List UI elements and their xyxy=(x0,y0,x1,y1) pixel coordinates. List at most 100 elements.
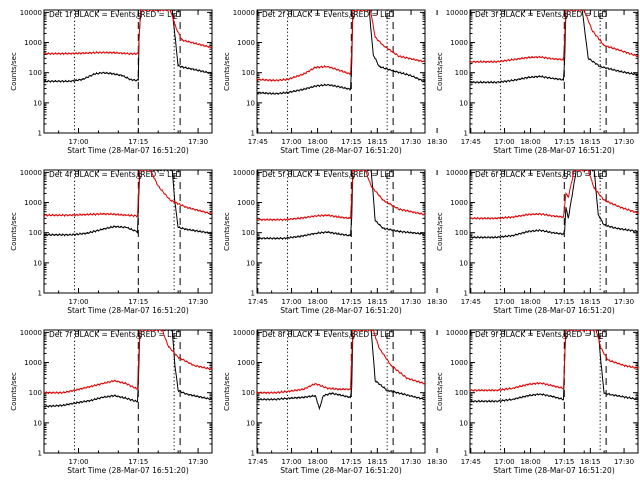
data-layer xyxy=(470,9,638,133)
end-marker-label: E xyxy=(173,332,178,341)
y-tick-label: 10 xyxy=(246,259,255,267)
plot-frame xyxy=(470,330,638,453)
x-tick-label: 17:30 xyxy=(188,298,208,306)
events-series-line xyxy=(44,9,212,82)
events-series-line xyxy=(44,329,212,407)
x-axis-label: Start Time (28-Mar-07 16:51:20) xyxy=(493,466,615,475)
data-layer xyxy=(44,9,212,133)
y-tick-label: 10000 xyxy=(233,9,255,17)
y-tick-label: 1 xyxy=(38,450,42,458)
x-tick-label: 18:15 xyxy=(367,138,387,146)
panel-title: Det 2f BLACK = Events, RED = LLD xyxy=(262,10,395,19)
panel-title: Det 9f BLACK = Events, RED = LLD xyxy=(475,330,608,339)
x-tick-label: 17:00 xyxy=(68,138,88,146)
x-tick-label: 18:30 xyxy=(427,458,447,466)
x-tick-label: 18:15 xyxy=(580,458,600,466)
x-tick-label: 17:30 xyxy=(614,298,634,306)
end-marker-label: E xyxy=(173,12,178,21)
y-tick-label: 1 xyxy=(38,130,42,138)
x-tick-label: 18:15 xyxy=(367,298,387,306)
data-layer xyxy=(257,329,425,453)
panel-title: Det 7f BLACK = Events, RED = LLD xyxy=(49,330,182,339)
y-tick-label: 1 xyxy=(251,450,255,458)
y-tick-label: 1 xyxy=(464,290,468,298)
x-tick-label: 17:30 xyxy=(614,138,634,146)
y-tick-label: 1000 xyxy=(237,39,255,47)
y-axis-label: Counts/sec xyxy=(10,52,18,91)
x-axis-label: Start Time (28-Mar-07 16:51:20) xyxy=(280,306,402,315)
y-tick-label: 10000 xyxy=(446,329,468,337)
data-layer xyxy=(257,9,425,133)
x-tick-label: 17:45 xyxy=(461,138,481,146)
y-tick-label: 1000 xyxy=(24,359,42,367)
x-axis-label: Start Time (28-Mar-07 16:51:20) xyxy=(67,146,189,155)
start-marker-label: S xyxy=(350,332,355,341)
y-tick-label: 1000 xyxy=(24,199,42,207)
detector-panel: Det 9f BLACK = Events, RED = LLD11010010… xyxy=(436,329,640,475)
events-series-line xyxy=(470,9,638,83)
x-tick-label: 17:45 xyxy=(461,298,481,306)
x-tick-label: 17:00 xyxy=(281,138,301,146)
end-marker-label: E xyxy=(173,172,178,181)
x-tick-label: 17:15 xyxy=(554,298,574,306)
y-tick-label: 1000 xyxy=(450,359,468,367)
panel-title: Det 4f BLACK = Events, RED = LLD xyxy=(49,170,182,179)
y-tick-label: 10 xyxy=(246,419,255,427)
y-tick-label: 100 xyxy=(455,69,468,77)
events-series-line xyxy=(470,329,638,402)
x-axis-label: Start Time (28-Mar-07 16:51:20) xyxy=(280,466,402,475)
y-tick-label: 10000 xyxy=(233,329,255,337)
plot-frame xyxy=(470,10,638,133)
x-tick-label: 17:45 xyxy=(461,458,481,466)
x-tick-label: 17:15 xyxy=(554,138,574,146)
end-marker-label: E xyxy=(386,12,391,21)
x-axis-label: Start Time (28-Mar-07 16:51:20) xyxy=(67,306,189,315)
start-marker-label: S xyxy=(137,332,142,341)
x-tick-label: 17:45 xyxy=(248,138,268,146)
x-tick-label: 17:00 xyxy=(281,458,301,466)
data-layer xyxy=(470,169,638,293)
x-tick-label: 17:30 xyxy=(614,458,634,466)
data-layer xyxy=(44,169,212,293)
end-marker-label: E xyxy=(386,172,391,181)
panel-title: Det 6f BLACK = Events, RED = LLD xyxy=(475,170,608,179)
x-axis-label: Start Time (28-Mar-07 16:51:20) xyxy=(280,146,402,155)
start-marker-label: S xyxy=(563,12,568,21)
x-tick-label: 17:00 xyxy=(68,298,88,306)
y-tick-label: 1000 xyxy=(237,199,255,207)
y-tick-label: 10000 xyxy=(233,169,255,177)
start-marker-label: S xyxy=(563,172,568,181)
x-tick-label: 17:15 xyxy=(128,138,148,146)
x-tick-label: 17:00 xyxy=(281,298,301,306)
y-axis-label: Counts/sec xyxy=(436,372,444,411)
detector-panel: Det 6f BLACK = Events, RED = LLD11010010… xyxy=(436,169,640,315)
start-marker-label: S xyxy=(137,172,142,181)
y-tick-label: 1000 xyxy=(450,39,468,47)
lld-series-line xyxy=(257,9,425,81)
x-tick-label: 17:15 xyxy=(341,458,361,466)
y-axis-label: Counts/sec xyxy=(223,52,231,91)
x-tick-label: 17:00 xyxy=(494,138,514,146)
x-tick-label: 18:00 xyxy=(520,458,540,466)
events-series-line xyxy=(257,329,425,408)
y-tick-label: 100 xyxy=(29,389,42,397)
y-tick-label: 10 xyxy=(246,99,255,107)
y-tick-label: 100 xyxy=(242,389,255,397)
y-tick-label: 1000 xyxy=(237,359,255,367)
end-marker-label: E xyxy=(386,332,391,341)
x-tick-label: 17:00 xyxy=(494,458,514,466)
x-tick-label: 17:45 xyxy=(248,298,268,306)
y-axis-label: Counts/sec xyxy=(10,212,18,251)
events-series-line xyxy=(44,169,212,236)
x-axis-label: Start Time (28-Mar-07 16:51:20) xyxy=(67,466,189,475)
y-tick-label: 100 xyxy=(455,389,468,397)
x-tick-label: 18:00 xyxy=(520,138,540,146)
data-layer xyxy=(470,329,638,453)
x-tick-label: 17:15 xyxy=(128,298,148,306)
y-tick-label: 10000 xyxy=(20,9,42,17)
x-tick-label: 17:30 xyxy=(188,458,208,466)
x-tick-label: 18:30 xyxy=(427,298,447,306)
data-layer xyxy=(44,329,212,453)
y-tick-label: 1000 xyxy=(450,199,468,207)
x-tick-label: 18:15 xyxy=(580,298,600,306)
